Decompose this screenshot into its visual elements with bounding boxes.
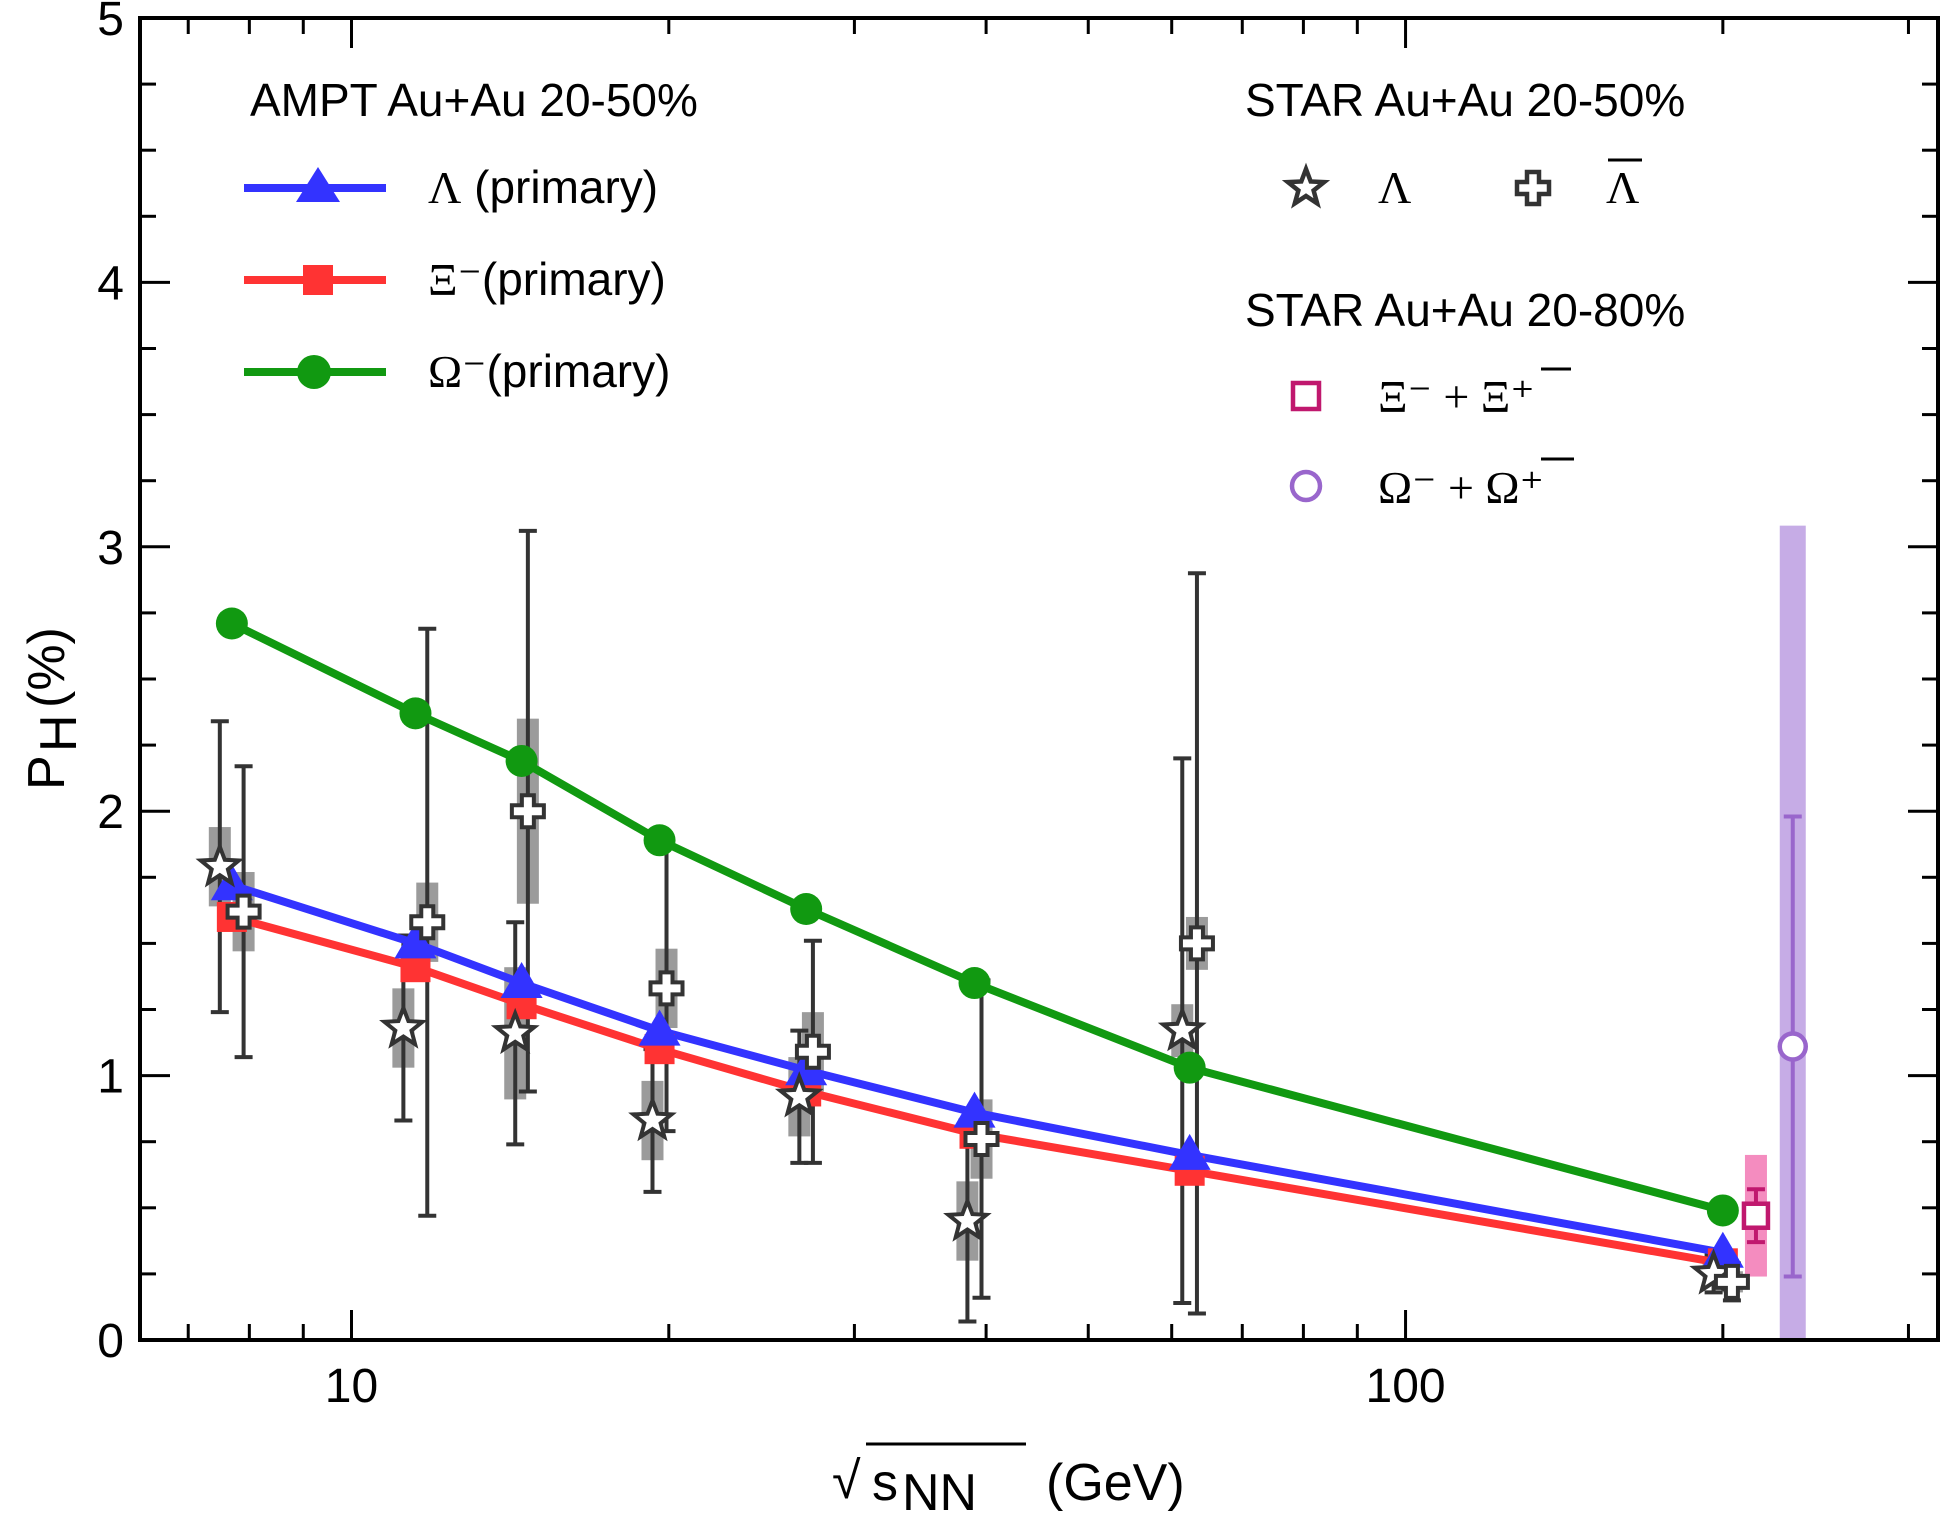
systematic-bands	[208, 525, 1806, 1340]
y-tick-label: 4	[97, 257, 124, 310]
model-legend: AMPT Au+Au 20-50% Λ (primary) Ξ⁻(primary…	[244, 74, 698, 397]
legend-symbol-xi: Ξ⁻	[428, 254, 482, 305]
legend-marker-open-circle	[1289, 469, 1323, 503]
legend-label-xi-sum: Ξ⁻ + Ξ⁺	[1378, 371, 1535, 422]
legend-suffix-omega: (primary)	[486, 345, 670, 397]
legend-label-xi: Ξ⁻(primary)	[428, 253, 666, 305]
star-marker-xi	[1741, 1201, 1771, 1230]
model-marker-circle	[1706, 1194, 1739, 1227]
star-marker-antilambda	[509, 793, 546, 830]
legend-marker-cross	[1514, 169, 1552, 207]
model-marker-circle	[399, 697, 432, 730]
y-tick-label: 3	[97, 522, 124, 575]
model-line	[230, 913, 1724, 1268]
star-marker-lambda	[628, 1094, 677, 1142]
y-label-main: P	[18, 755, 76, 790]
legend-label-star-antilambda: Λ	[1606, 162, 1639, 213]
x-tick-label: 100	[1366, 1360, 1446, 1413]
star-marker-lambda	[774, 1071, 824, 1118]
model-line	[230, 881, 1724, 1257]
legend-symbol-omega: Ω⁻	[428, 346, 486, 397]
star-marker-lambda	[943, 1195, 992, 1242]
model-marker-circle	[1173, 1051, 1206, 1084]
legend-label-omega-sum: Ω⁻ + Ω⁺	[1378, 462, 1544, 513]
y-label-unit: (%)	[18, 627, 76, 708]
model-marker-triangle	[1168, 1133, 1211, 1170]
legend-suffix-xi: (primary)	[482, 253, 666, 305]
model-lines	[230, 619, 1724, 1268]
model-marker-triangle	[953, 1091, 996, 1128]
legend-marker-star	[1281, 162, 1331, 209]
error-bars	[210, 528, 1802, 1324]
star-marker-omega	[1777, 1031, 1809, 1062]
star-marker-lambda	[1157, 1005, 1207, 1052]
star-legend-title-2050: STAR Au+Au 20-50%	[1245, 74, 1685, 126]
legend-marker-open-square	[1290, 380, 1322, 412]
star-marker-antilambda	[648, 970, 685, 1007]
legend-symbol-lambda: Λ	[428, 162, 461, 213]
model-marker-triangle	[638, 1009, 681, 1046]
star-marker-antilambda	[1713, 1263, 1750, 1300]
legend-marker-triangle	[296, 167, 340, 202]
legend-label-star-lambda: Λ	[1378, 162, 1411, 213]
axis-ticks	[140, 16, 1938, 1342]
y-tick-label: 2	[97, 786, 124, 839]
y-tick-label: 5	[97, 0, 124, 46]
model-marker-triangle	[394, 922, 437, 959]
y-tick-label: 1	[97, 1051, 124, 1104]
model-line	[230, 619, 1724, 1215]
star-marker-antilambda	[225, 893, 262, 930]
legend-label-omega: Ω⁻(primary)	[428, 345, 670, 397]
star-marker-antilambda	[963, 1121, 1000, 1158]
star-marker-antilambda	[1178, 925, 1215, 962]
legend-suffix-lambda: (primary)	[461, 161, 658, 213]
star-legend-title-2080: STAR Au+Au 20-80%	[1245, 284, 1685, 336]
markers	[195, 607, 1809, 1300]
model-marker-triangle	[500, 962, 543, 999]
star-marker-antilambda	[794, 1033, 831, 1070]
x-label-sqrt: √	[832, 1452, 861, 1510]
x-label-variable: s	[872, 1454, 898, 1512]
star-marker-lambda	[490, 1007, 540, 1055]
star-marker-lambda	[379, 1002, 428, 1049]
star-marker-antilambda	[409, 904, 446, 941]
x-label-unit: (GeV)	[1046, 1454, 1185, 1512]
model-marker-circle	[643, 824, 676, 857]
model-marker-circle	[958, 967, 991, 1000]
model-marker-circle	[790, 893, 823, 926]
star-legend: STAR Au+Au 20-50% Λ Λ STAR Au+Au 20-80% …	[1245, 74, 1685, 513]
legend-label-lambda: Λ (primary)	[428, 161, 658, 213]
model-marker-circle	[215, 607, 248, 640]
star-marker-lambda	[195, 841, 245, 888]
y-label-subscript: H	[30, 714, 88, 752]
x-label-subscript: NN	[902, 1464, 977, 1516]
y-tick-label: 0	[97, 1315, 124, 1368]
model-legend-title: AMPT Au+Au 20-50%	[250, 74, 698, 126]
legend-marker-square	[303, 265, 333, 295]
model-marker-circle	[505, 744, 538, 777]
tick-labels: 10 100 0 1 2 3 4 5	[97, 0, 1445, 1413]
x-axis-label: √ s NN (GeV)	[832, 1442, 1185, 1516]
x-tick-label: 10	[325, 1360, 378, 1413]
y-axis-label: P H (%)	[18, 627, 88, 790]
legend-marker-circle	[297, 355, 331, 389]
